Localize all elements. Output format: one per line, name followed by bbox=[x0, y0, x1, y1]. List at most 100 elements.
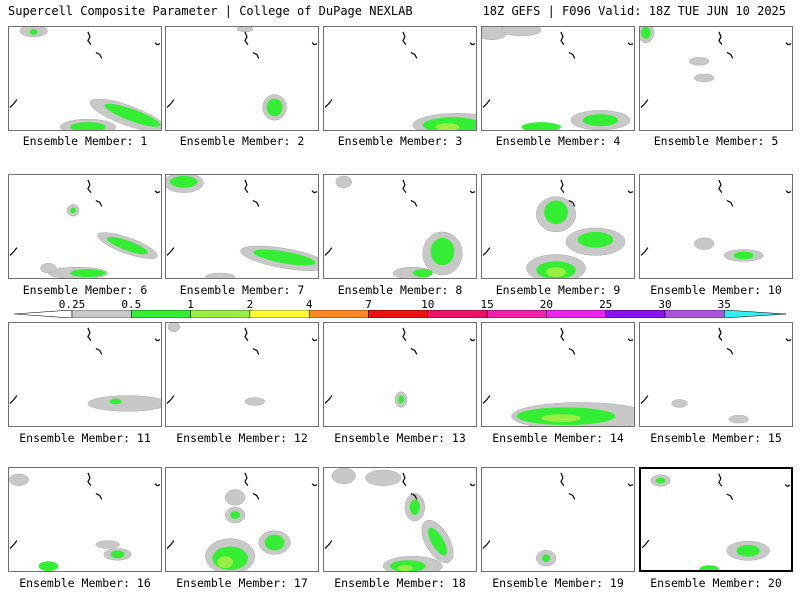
scp-contour-filled bbox=[109, 398, 122, 405]
scale-swatch bbox=[546, 310, 606, 318]
member-map-svg bbox=[640, 179, 792, 262]
scp-contour-filled bbox=[546, 267, 566, 278]
shoreline-line bbox=[154, 338, 161, 342]
ensemble-member-map[interactable] bbox=[481, 174, 635, 279]
ensemble-member-map[interactable] bbox=[639, 174, 793, 279]
scale-tick-label: 4 bbox=[305, 298, 313, 311]
shoreline-line bbox=[640, 395, 649, 404]
scp-contour-gray bbox=[40, 263, 57, 274]
member-map-svg bbox=[640, 327, 792, 424]
shoreline-line bbox=[311, 338, 318, 342]
shoreline-line bbox=[87, 327, 92, 342]
scp-contour-filled bbox=[70, 269, 106, 278]
scp-contour-gray bbox=[9, 473, 29, 486]
scp-contour-gray bbox=[501, 27, 542, 37]
ensemble-member-map[interactable] bbox=[323, 467, 477, 572]
shoreline-line bbox=[482, 247, 491, 256]
shoreline-line bbox=[410, 492, 418, 500]
shoreline-line bbox=[784, 483, 791, 487]
member-label: Ensemble Member: 14 bbox=[492, 431, 624, 445]
scp-contour-gray bbox=[167, 323, 181, 333]
member-label: Ensemble Member: 2 bbox=[179, 134, 305, 148]
scp-contour-filled bbox=[70, 207, 77, 214]
shoreline-line bbox=[568, 347, 576, 355]
ensemble-member-map[interactable] bbox=[323, 174, 477, 279]
ensemble-member-map[interactable] bbox=[165, 26, 319, 131]
member-label: Ensemble Member: 18 bbox=[334, 576, 466, 590]
shoreline-line bbox=[410, 347, 418, 355]
scp-contour-filled bbox=[521, 122, 561, 130]
member-map-svg bbox=[9, 179, 161, 278]
ensemble-member-map[interactable] bbox=[639, 467, 793, 572]
shoreline-line bbox=[324, 540, 333, 549]
scale-swatch bbox=[368, 310, 429, 318]
ensemble-member-map[interactable] bbox=[165, 467, 319, 572]
shoreline-line bbox=[726, 493, 734, 501]
scp-contour-gray bbox=[694, 237, 715, 250]
shoreline-line bbox=[9, 395, 18, 404]
scale-swatch bbox=[131, 310, 191, 318]
scp-contour-filled bbox=[577, 231, 614, 248]
scp-contour-gray bbox=[236, 27, 254, 33]
scp-contour-filled bbox=[542, 554, 551, 563]
ensemble-member-map[interactable] bbox=[165, 174, 319, 279]
member-label: Ensemble Member: 16 bbox=[19, 576, 151, 590]
ensemble-member-map[interactable] bbox=[323, 322, 477, 427]
scp-contour-gray bbox=[689, 57, 710, 66]
scp-contour-filled bbox=[435, 123, 460, 130]
scp-contour-filled bbox=[582, 114, 619, 127]
shoreline-line bbox=[402, 179, 407, 194]
member-map-svg bbox=[166, 472, 318, 571]
scale-tick-label: 30 bbox=[658, 298, 672, 311]
scale-swatch bbox=[308, 310, 369, 318]
scale-tick-label: 20 bbox=[539, 298, 554, 311]
ensemble-member-map[interactable] bbox=[639, 322, 793, 427]
scp-contour-filled bbox=[264, 534, 285, 551]
shoreline-line bbox=[560, 472, 565, 487]
shoreline-line bbox=[718, 31, 723, 46]
scp-contour-filled bbox=[428, 527, 447, 556]
ensemble-member-map[interactable] bbox=[8, 467, 162, 572]
ensemble-member-map[interactable] bbox=[8, 322, 162, 427]
scp-contour-gray bbox=[365, 469, 402, 486]
scp-contour-filled bbox=[217, 556, 234, 569]
member-label: Ensemble Member: 1 bbox=[22, 134, 148, 148]
shoreline-line bbox=[568, 492, 576, 500]
shoreline-line bbox=[9, 247, 18, 256]
map-title: Supercell Composite Parameter | College … bbox=[8, 4, 413, 18]
shoreline-line bbox=[640, 99, 649, 108]
ensemble-member-map[interactable] bbox=[8, 26, 162, 131]
shoreline-line bbox=[244, 179, 249, 194]
shoreline-line bbox=[252, 199, 260, 207]
scp-contour-gray bbox=[87, 395, 161, 412]
member-map-svg bbox=[9, 27, 161, 130]
scale-swatch bbox=[486, 310, 547, 318]
shoreline-line bbox=[568, 51, 576, 59]
member-label: Ensemble Member: 3 bbox=[337, 134, 463, 148]
scale-swatch bbox=[427, 310, 488, 318]
scale-tick-label: 15 bbox=[480, 298, 494, 311]
color-scale-svg bbox=[14, 310, 786, 318]
scale-tick-label: 0.25 bbox=[58, 298, 86, 311]
member-map-svg bbox=[640, 27, 792, 108]
member-map-svg bbox=[482, 179, 634, 278]
scp-contour-filled bbox=[430, 237, 455, 266]
shoreline-line bbox=[87, 179, 92, 194]
scale-swatch bbox=[605, 310, 666, 318]
ensemble-member-map[interactable] bbox=[481, 467, 635, 572]
ensemble-member-map[interactable] bbox=[481, 26, 635, 131]
ensemble-member-map[interactable] bbox=[639, 26, 793, 131]
scp-contour-filled bbox=[736, 544, 760, 557]
color-scale-bar bbox=[14, 310, 786, 318]
scp-contour-filled bbox=[409, 499, 420, 516]
shoreline-line bbox=[627, 338, 634, 342]
shoreline-line bbox=[718, 473, 723, 487]
shoreline-line bbox=[640, 247, 649, 256]
scp-contour-filled bbox=[106, 236, 148, 255]
ensemble-member-map[interactable] bbox=[323, 26, 477, 131]
scp-contour-filled bbox=[104, 103, 161, 127]
ensemble-member-map[interactable] bbox=[165, 322, 319, 427]
ensemble-member-map[interactable] bbox=[481, 322, 635, 427]
ensemble-member-map[interactable] bbox=[8, 174, 162, 279]
member-map-svg bbox=[166, 175, 318, 278]
